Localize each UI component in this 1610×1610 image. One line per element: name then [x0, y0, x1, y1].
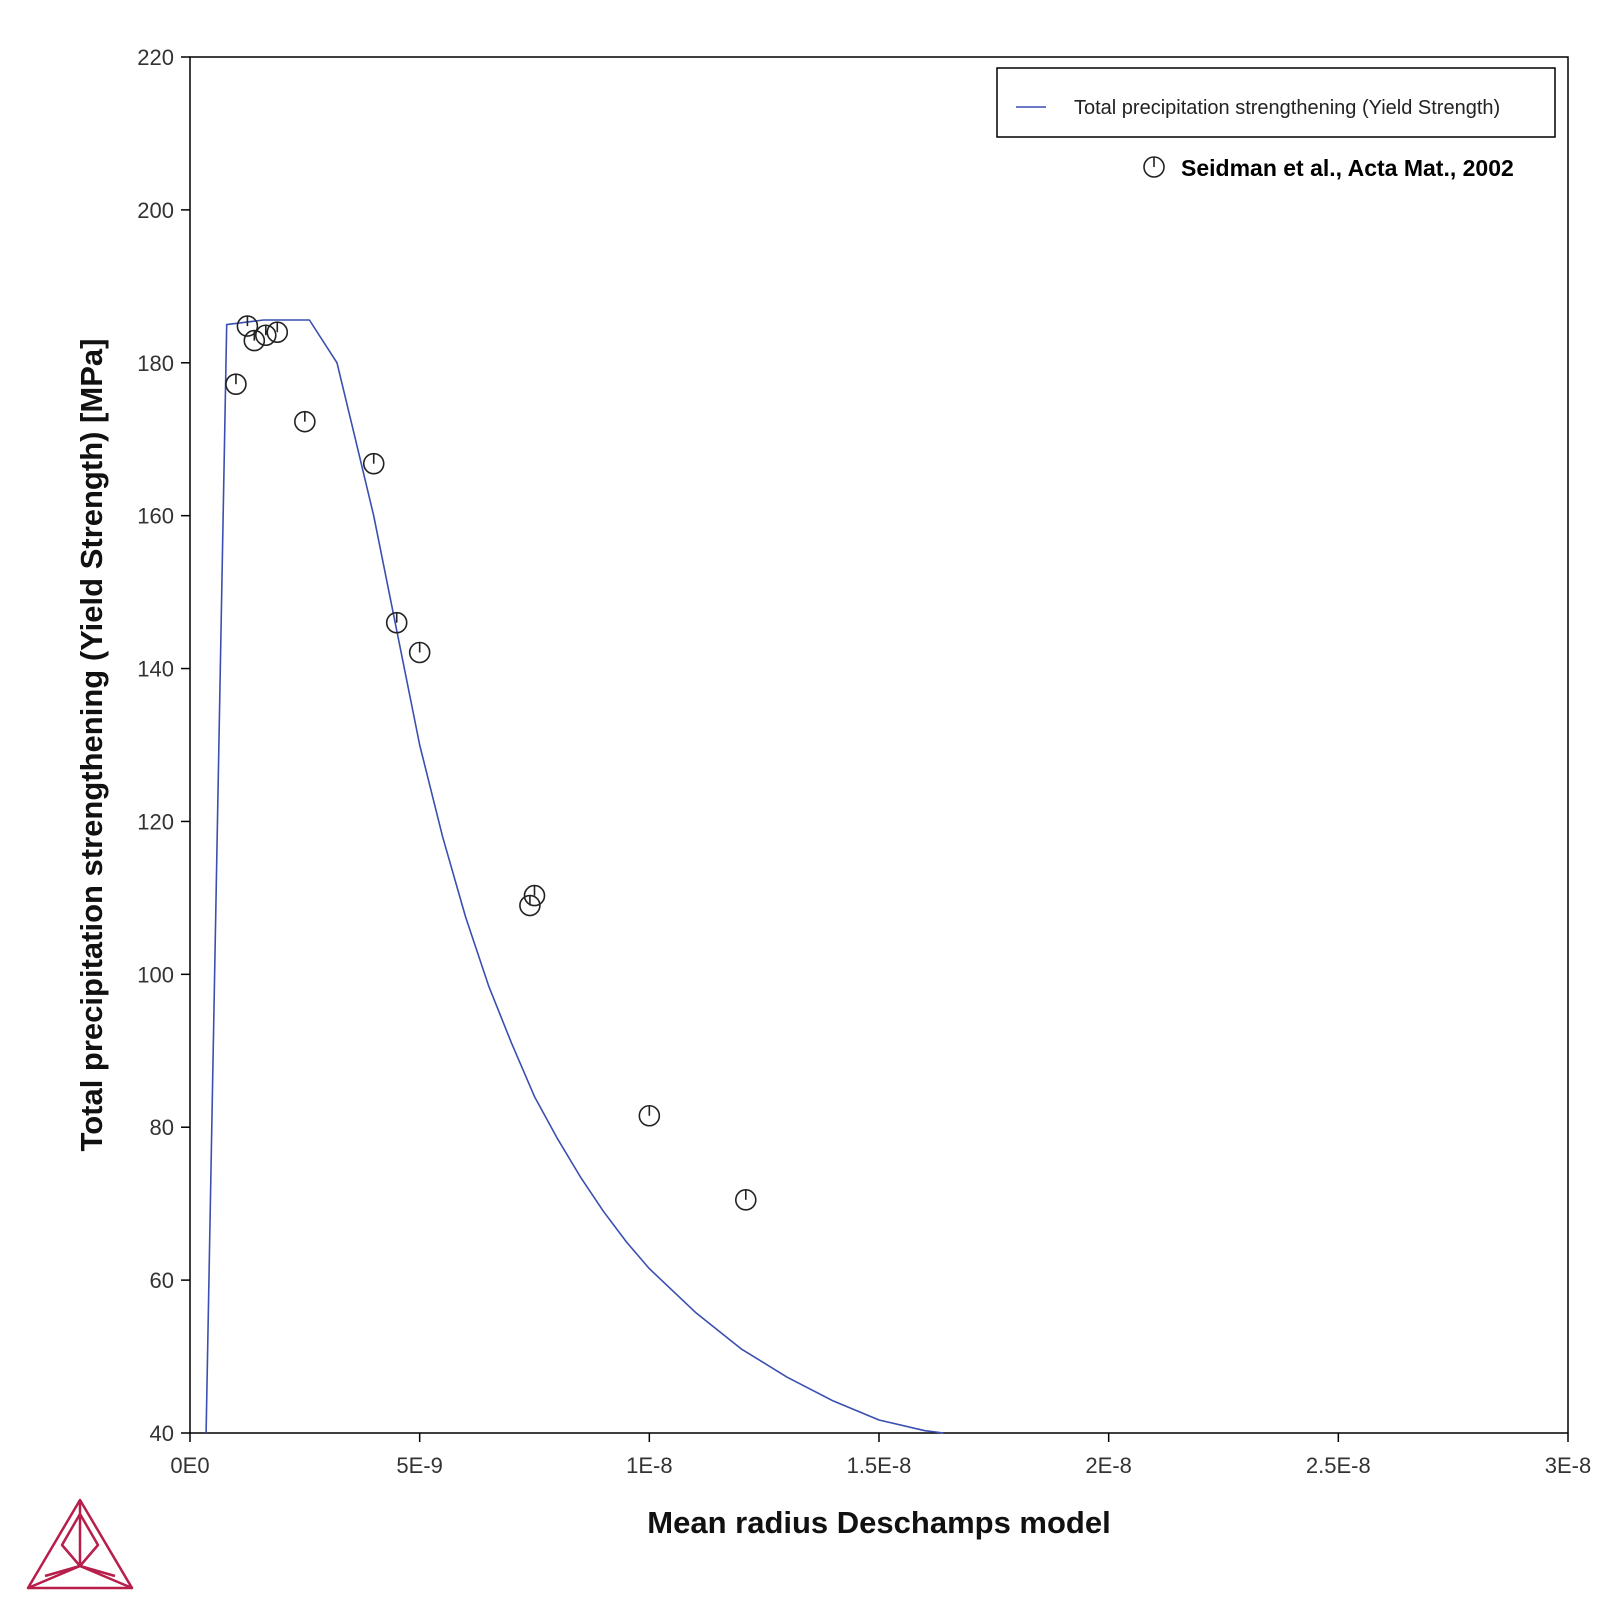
- triangle-logo: [26, 1498, 134, 1590]
- y-tick-label: 120: [137, 809, 174, 834]
- series-line-total-precipitation-strengthening: [205, 319, 944, 1434]
- y-tick-label: 80: [150, 1115, 174, 1140]
- x-tick-label: 5E-9: [396, 1453, 442, 1478]
- y-tick-label: 100: [137, 962, 174, 987]
- y-tick-label: 160: [137, 504, 174, 529]
- data-point-seidman: [225, 373, 247, 395]
- y-tick-label: 60: [150, 1268, 174, 1293]
- x-axis-title: Mean radius Deschamps model: [647, 1505, 1110, 1540]
- x-tick-label: 1.5E-8: [847, 1453, 912, 1478]
- data-point-seidman: [236, 315, 259, 337]
- x-tick-label: 1E-8: [626, 1453, 672, 1478]
- legend-marker-label: Seidman et al., Acta Mat., 2002: [1181, 155, 1514, 181]
- y-axis-title: Total precipitation strengthening (Yield…: [74, 339, 109, 1152]
- x-tick-label: 0E0: [170, 1453, 209, 1478]
- data-point-seidman: [734, 1189, 757, 1211]
- data-point-seidman: [408, 641, 431, 664]
- data-point-seidman: [243, 329, 266, 352]
- data-point-seidman: [362, 452, 385, 475]
- data-point-seidman: [385, 611, 408, 634]
- x-tick-label: 2.5E-8: [1306, 1453, 1371, 1478]
- data-point-seidman: [294, 410, 316, 433]
- y-tick-label: 200: [137, 198, 174, 223]
- legend: Total precipitation strengthening (Yield…: [996, 67, 1556, 181]
- x-tick-label: 3E-8: [1545, 1453, 1591, 1478]
- legend-marker-icon: [1143, 156, 1165, 178]
- y-tick-label: 220: [137, 45, 174, 70]
- series-layer: [205, 315, 944, 1434]
- data-point-seidman: [266, 321, 289, 344]
- y-tick-label: 40: [150, 1421, 174, 1446]
- data-point-seidman: [638, 1104, 661, 1127]
- y-tick-label: 180: [137, 351, 174, 376]
- legend-box: [996, 67, 1556, 138]
- y-tick-label: 140: [137, 657, 174, 682]
- data-point-seidman: [523, 884, 546, 907]
- x-axis: 0E0 5E-9 1E-8 1.5E-8 2E-8 2.5E-8 3E-8: [170, 1433, 1591, 1478]
- x-tick-label: 2E-8: [1085, 1453, 1131, 1478]
- y-axis: 40 60 80 100 120 140 160 180 200 220: [137, 45, 190, 1446]
- plot-frame: [189, 56, 1569, 1434]
- data-point-seidman: [254, 324, 277, 347]
- legend-marker-swatch: [1143, 156, 1165, 178]
- legend-line-label: Total precipitation strengthening (Yield…: [1074, 97, 1500, 119]
